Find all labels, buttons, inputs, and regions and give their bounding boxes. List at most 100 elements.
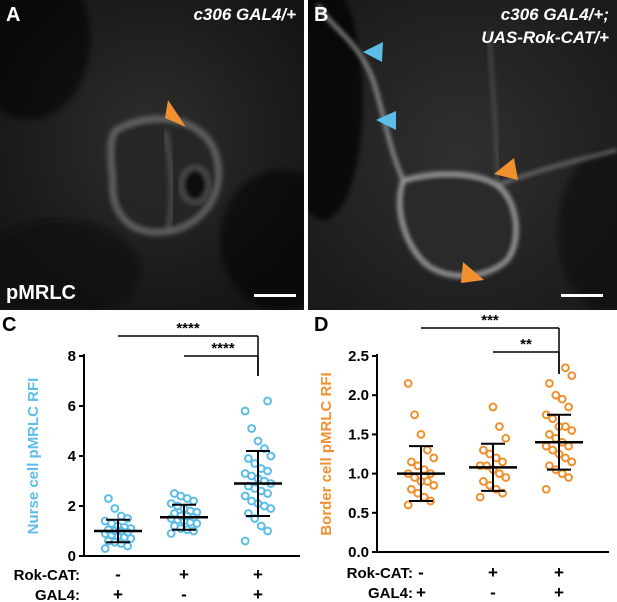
panel-b-image: B c306 GAL4/+; UAS-Rok-CAT/+ (308, 0, 617, 310)
gal4-value: + (416, 583, 426, 602)
data-point (541, 441, 551, 451)
data-point (166, 529, 176, 538)
y-tick-label: 0 (68, 548, 76, 565)
panel-d-letter: D (314, 314, 329, 336)
data-point (166, 499, 176, 508)
data-point (240, 536, 250, 546)
data-point (423, 445, 432, 455)
data-point (170, 489, 179, 498)
rok-cat-value: + (488, 563, 498, 582)
data-point (564, 402, 574, 412)
arrowhead-orange-icon (461, 262, 484, 283)
data-point (416, 430, 426, 439)
data-point (256, 521, 266, 531)
data-point (551, 390, 561, 400)
data-point (429, 480, 439, 490)
panel-b-genotype-line2: UAS-Rok-CAT/+ (481, 28, 609, 47)
panel-b-genotype-line1: c306 GAL4/+; (500, 5, 609, 24)
gal4-value: + (554, 583, 564, 602)
scale-bar (254, 294, 296, 297)
scale-bar (561, 294, 603, 297)
gal4-value: + (113, 585, 123, 602)
data-point (407, 484, 416, 494)
rok-cat-label: Rok-CAT: (347, 565, 413, 582)
data-point (567, 371, 577, 380)
data-point (240, 469, 250, 478)
data-point (100, 516, 110, 526)
panel-a-stain-label: pMRLC (6, 282, 76, 304)
data-point (244, 454, 253, 463)
y-tick-label: 8 (68, 348, 76, 365)
data-point (541, 484, 551, 494)
gal4-value: - (181, 585, 187, 602)
arrowhead-orange-icon (494, 158, 518, 180)
data-point (403, 379, 413, 388)
chart-d-border-cell: Border cell pMRLC RFI 0.0 0.5 1.0 1.5 2.0 2.5 *… (318, 312, 609, 602)
y-tick-label: 0.5 (348, 505, 369, 522)
rok-cat-value: + (179, 565, 189, 584)
data-point (557, 394, 567, 404)
data-point (403, 500, 413, 510)
data-point (475, 492, 485, 502)
gal4-label: GAL4: (368, 585, 413, 602)
y-tick-label: 1.0 (348, 466, 369, 483)
significance-label: **** (176, 320, 200, 337)
data-point (116, 511, 126, 521)
y-tick-label: 4 (68, 448, 77, 465)
arrowhead-blue-icon (363, 42, 383, 62)
rok-cat-value: - (115, 565, 121, 584)
panel-b-letter: B (314, 4, 329, 26)
data-point (498, 488, 508, 498)
data-point (253, 436, 263, 446)
data-point (545, 461, 554, 471)
data-point (410, 410, 419, 420)
gal4-label: GAL4: (35, 587, 80, 602)
y-tick-label: 0.0 (348, 544, 369, 561)
significance-label: **** (211, 340, 235, 357)
data-point (475, 461, 485, 471)
rok-cat-value: + (554, 563, 564, 582)
data-point (561, 363, 570, 373)
y-axis-label: Border cell pMRLC RFI (318, 372, 335, 535)
panel-c-letter: C (2, 314, 17, 336)
data-point (479, 477, 488, 486)
rok-cat-value: + (253, 565, 263, 584)
panel-a-micrograph (0, 0, 304, 310)
data-point (104, 494, 113, 503)
panel-a-genotype: c306 GAL4/+ (193, 5, 296, 24)
data-point (545, 379, 554, 388)
data-point (407, 457, 416, 467)
panel-a-image: A c306 GAL4/+ pMRLC (0, 0, 304, 310)
data-point (247, 424, 257, 433)
arrowhead-blue-icon (376, 111, 396, 130)
data-point (564, 473, 574, 482)
data-point (498, 457, 508, 467)
data-point (247, 496, 257, 506)
data-point (567, 457, 577, 467)
data-point (479, 445, 488, 455)
significance-label: *** (481, 312, 499, 329)
data-point (501, 433, 511, 443)
y-tick-label: 6 (68, 398, 76, 415)
data-point (429, 453, 439, 463)
y-tick-label: 2 (68, 498, 76, 515)
data-point (240, 491, 250, 501)
data-point (501, 473, 511, 482)
y-tick-label: 1.5 (348, 426, 369, 443)
data-point (567, 426, 577, 435)
data-point (263, 526, 273, 536)
data-point (240, 406, 250, 416)
rok-cat-label: Rok-CAT: (14, 567, 80, 584)
data-point (495, 422, 504, 431)
rok-cat-value: - (418, 563, 424, 582)
data-point (548, 445, 558, 455)
significance-label: ** (520, 336, 532, 353)
panel-b-micrograph (308, 0, 617, 310)
data-point (488, 402, 498, 412)
data-point (100, 544, 110, 553)
arrowhead-orange-icon (165, 100, 186, 127)
y-tick-label: 2.5 (348, 348, 369, 365)
data-point (545, 430, 554, 439)
gal4-value: + (253, 585, 263, 602)
panel-a-letter: A (6, 4, 21, 26)
